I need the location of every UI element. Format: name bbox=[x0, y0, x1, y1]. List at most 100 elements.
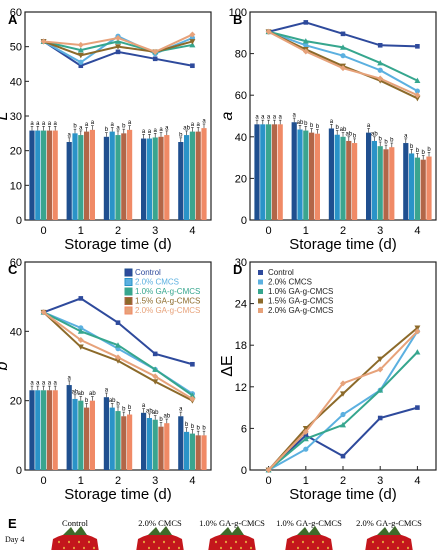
x-tick-label: 0 bbox=[41, 225, 47, 237]
strawberry-seed bbox=[307, 546, 309, 550]
y-tick-label: 100 bbox=[229, 7, 247, 19]
x-tick-label: 3 bbox=[152, 475, 158, 487]
panel-letter: C bbox=[8, 262, 18, 277]
significance-letter: b bbox=[105, 127, 109, 133]
strawberry-seed bbox=[143, 540, 145, 544]
marker-diamond bbox=[265, 28, 272, 35]
bar-a bbox=[72, 133, 78, 220]
bar-a bbox=[121, 133, 127, 220]
bar-b bbox=[377, 146, 383, 220]
marker-triangle-up bbox=[377, 387, 384, 393]
marker-square bbox=[190, 361, 195, 367]
panel-e: E Day 4 Control 2.0% CMCS 1.0% GA-g-CMCS 1.0%… bbox=[5, 516, 422, 550]
legend-label: Control bbox=[135, 268, 161, 277]
bar-c bbox=[158, 426, 164, 470]
strawberry-photo bbox=[208, 526, 256, 550]
panel-letter: A bbox=[8, 12, 18, 27]
bar-c bbox=[29, 390, 35, 470]
legend-swatch bbox=[258, 270, 263, 275]
strawberry-seed bbox=[407, 546, 409, 550]
strawberry-seed bbox=[63, 546, 65, 550]
marker-square bbox=[303, 433, 309, 438]
marker-diamond bbox=[115, 35, 121, 41]
significance-letter: a bbox=[30, 381, 34, 387]
significance-letter: b bbox=[197, 426, 201, 432]
panel-letter: D bbox=[233, 262, 242, 277]
strawberry-seed bbox=[93, 546, 95, 550]
marker-triangle-down bbox=[340, 391, 346, 397]
bar-a bbox=[52, 130, 58, 220]
legend-swatch bbox=[258, 289, 263, 294]
strawberry-leaves bbox=[63, 526, 87, 535]
significance-letter: ab bbox=[146, 408, 153, 414]
marker-diamond bbox=[152, 48, 159, 55]
bar-c bbox=[121, 416, 127, 470]
marker-triangle-up bbox=[340, 421, 346, 428]
bar-b bbox=[409, 153, 415, 220]
bar-c bbox=[195, 435, 201, 470]
significance-letter: a bbox=[154, 128, 158, 134]
significance-letter: ab bbox=[371, 131, 378, 137]
y-tick-label: 60 bbox=[10, 7, 22, 19]
marker-square bbox=[415, 44, 420, 49]
x-tick-label: 1 bbox=[303, 225, 309, 237]
marker-square bbox=[415, 405, 420, 410]
bar-c bbox=[41, 390, 47, 470]
x-tick-label: 0 bbox=[266, 475, 272, 487]
marker-triangle-down bbox=[189, 39, 196, 45]
significance-letter: b bbox=[128, 405, 132, 411]
significance-letter: b bbox=[202, 426, 206, 432]
significance-letter: a bbox=[54, 121, 58, 127]
significance-letter: a bbox=[330, 119, 334, 125]
bar-b bbox=[303, 130, 309, 220]
series-line bbox=[267, 351, 419, 471]
day-label: Day 4 bbox=[5, 535, 24, 544]
bar-a bbox=[184, 135, 190, 220]
significance-letter: a bbox=[116, 125, 120, 131]
significance-letter: b bbox=[179, 132, 183, 138]
significance-letter: b bbox=[390, 138, 394, 144]
marker-circle bbox=[340, 53, 346, 59]
marker-circle bbox=[340, 411, 346, 418]
marker-diamond bbox=[414, 328, 421, 335]
bar-b bbox=[314, 133, 320, 220]
significance-letter: b bbox=[379, 137, 383, 143]
bar-a bbox=[78, 135, 84, 220]
bar-c bbox=[89, 400, 95, 470]
marker-diamond bbox=[189, 395, 196, 402]
strawberry-seed bbox=[250, 546, 252, 550]
x-tick-label: 3 bbox=[377, 225, 383, 237]
marker-diamond bbox=[377, 366, 384, 373]
strawberry-seed bbox=[235, 540, 237, 544]
strawberry-seed bbox=[163, 540, 165, 544]
strawberry-leaves bbox=[377, 526, 401, 535]
bar-a bbox=[29, 130, 35, 220]
significance-letter: a bbox=[279, 115, 283, 121]
significance-letter: b bbox=[122, 407, 126, 413]
significance-letter: a bbox=[159, 127, 163, 133]
strawberry-seed bbox=[83, 546, 85, 550]
strawberry-seed bbox=[78, 540, 80, 544]
bar-c bbox=[35, 390, 41, 470]
strawberry-photo bbox=[136, 526, 184, 550]
significance-letter: ab bbox=[345, 131, 352, 137]
bar-b bbox=[277, 124, 283, 220]
significance-letter: a bbox=[68, 375, 72, 381]
marker-diamond bbox=[77, 337, 84, 343]
strawberry-seed bbox=[153, 540, 155, 544]
bar-b bbox=[309, 132, 315, 220]
y-tick-label: 0 bbox=[16, 465, 22, 477]
legend-swatch bbox=[124, 306, 133, 315]
bar-c bbox=[72, 398, 78, 470]
bar-c bbox=[152, 419, 158, 470]
strawberry-seed bbox=[230, 546, 232, 550]
marker-triangle-down bbox=[414, 95, 421, 102]
strawberry-seed bbox=[372, 540, 374, 544]
marker-square bbox=[78, 63, 84, 69]
strawberry-seed bbox=[245, 540, 247, 544]
photo-caption: 1.0% GA-g-CMCS bbox=[199, 518, 265, 528]
y-tick-label: 12 bbox=[235, 382, 247, 394]
y-tick-label: 0 bbox=[16, 215, 22, 227]
